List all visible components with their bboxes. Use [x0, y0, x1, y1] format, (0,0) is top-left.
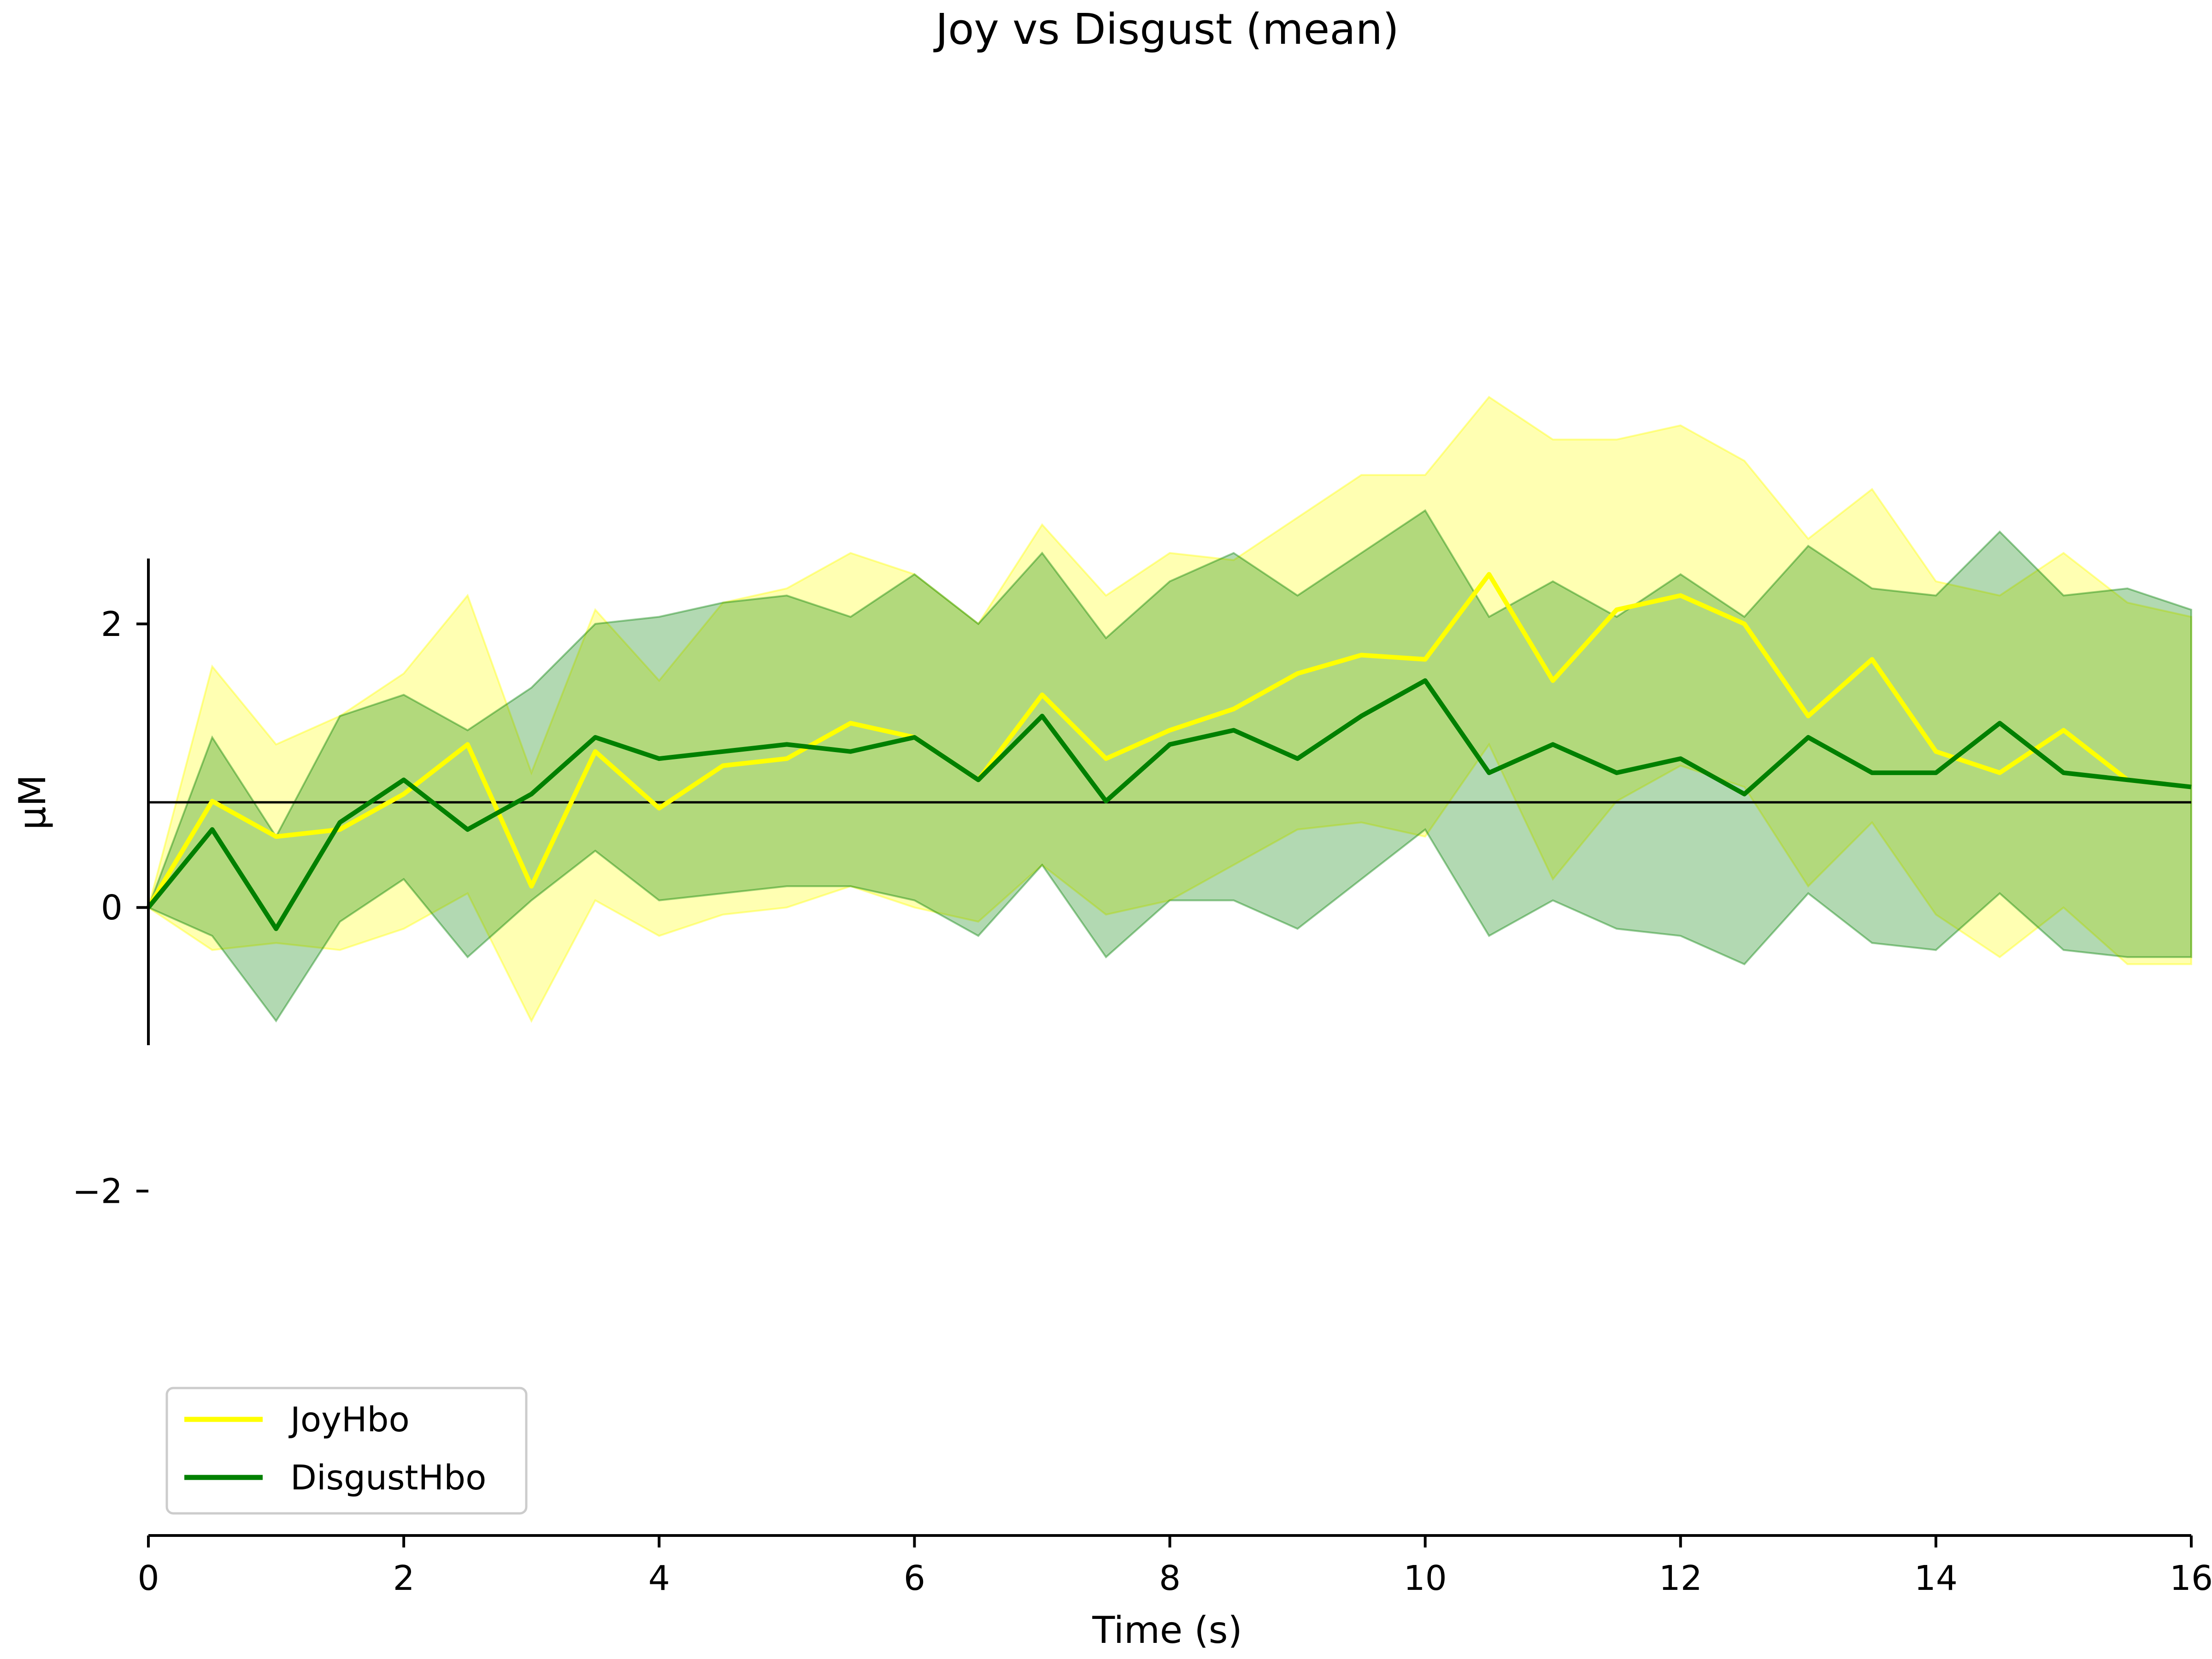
band-joyhbo: [147, 395, 2192, 1023]
series-lines: [146, 572, 2192, 931]
x-tick-label: 12: [1659, 1559, 1702, 1598]
x-tick-label: 10: [1404, 1559, 1447, 1598]
x-axis-label: Time (s): [1092, 1609, 1242, 1652]
x-tick-label: 0: [137, 1559, 159, 1598]
band-disgusthbo: [147, 509, 2192, 1023]
y-tick-label: 2: [101, 605, 123, 644]
y-tick-label: 0: [101, 888, 123, 928]
y-axis-label: µM: [11, 775, 54, 830]
chart-title: Joy vs Disgust (mean): [933, 5, 1399, 54]
x-tick-label: 4: [648, 1559, 670, 1598]
x-tick-label: 6: [904, 1559, 925, 1598]
y-axis: −2 0 2: [72, 559, 150, 1212]
line-joyhbo: [146, 572, 2192, 909]
legend: JoyHbo DisgustHbo: [165, 1387, 528, 1515]
x-tick-label: 2: [393, 1559, 415, 1598]
x-tick-label: 14: [1914, 1559, 1958, 1598]
legend-label-joyhbo: JoyHbo: [288, 1400, 410, 1440]
confidence-bands: [147, 395, 2192, 1023]
x-tick-label: 8: [1159, 1559, 1181, 1598]
y-tick-label: −2: [72, 1172, 123, 1212]
legend-label-disgusthbo: DisgustHbo: [290, 1458, 486, 1498]
x-tick-label: 16: [2170, 1559, 2212, 1598]
x-axis: 0 2 4 6 8 10 12 14 16: [137, 1534, 2212, 1598]
line-disgusthbo: [147, 678, 2192, 931]
